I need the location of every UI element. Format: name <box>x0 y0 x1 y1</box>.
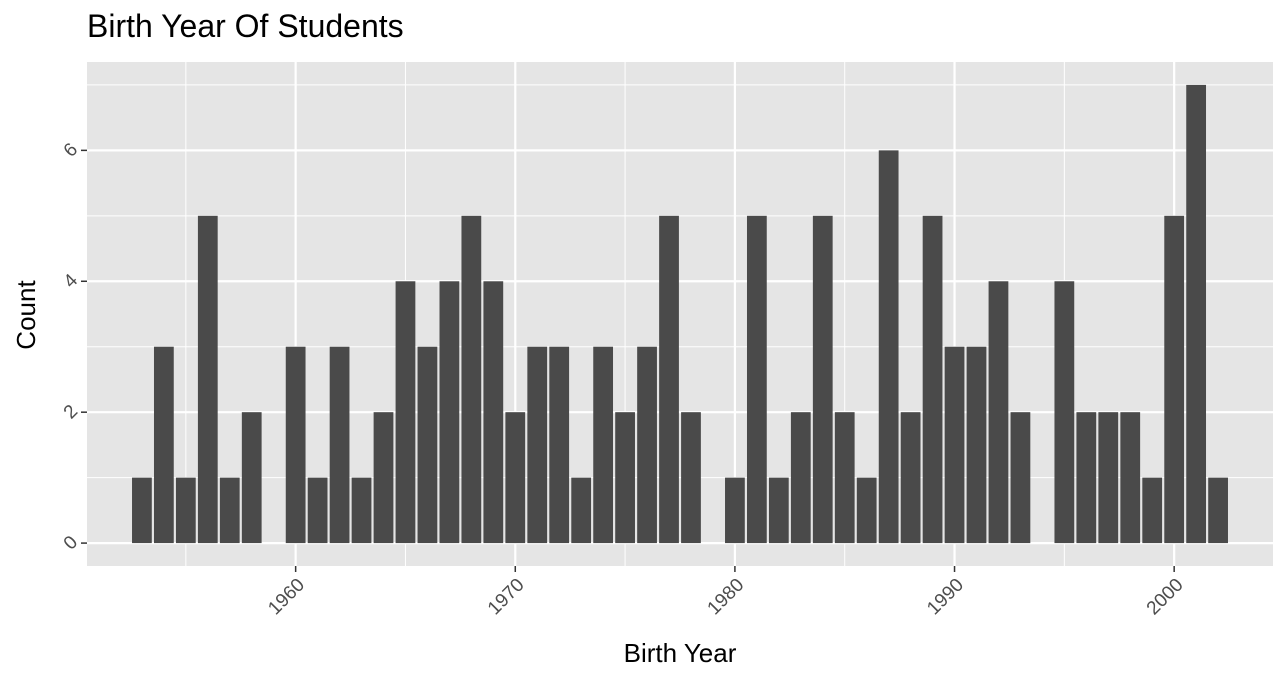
chart-title: Birth Year Of Students <box>87 8 404 44</box>
bar <box>725 477 745 544</box>
bar <box>329 346 350 544</box>
major-gridlines <box>87 62 1273 566</box>
bar <box>241 412 262 544</box>
y-tick-label: 2 <box>60 401 82 423</box>
bar <box>922 215 943 544</box>
bar <box>373 412 394 544</box>
bar <box>1076 412 1097 544</box>
bar <box>988 281 1009 544</box>
bar <box>219 477 240 544</box>
bar <box>834 412 855 544</box>
x-tick-label: 1970 <box>484 575 529 620</box>
bar <box>285 346 306 544</box>
bar <box>153 346 174 544</box>
bar <box>505 412 526 544</box>
x-tick-label: 1980 <box>704 575 749 620</box>
bar <box>790 412 811 544</box>
bar <box>1098 412 1119 544</box>
y-tick-label: 4 <box>60 270 83 293</box>
x-axis: 1960 1970 1980 1990 2000 <box>264 566 1188 620</box>
bar <box>856 477 877 544</box>
bar <box>461 215 482 544</box>
x-axis-title: Birth Year <box>624 638 737 668</box>
bar <box>615 412 635 544</box>
bar <box>681 412 701 544</box>
bar <box>746 215 767 544</box>
bar <box>439 281 460 544</box>
y-tick-label: 0 <box>60 532 82 554</box>
bar <box>132 477 152 544</box>
bar <box>395 281 416 544</box>
bar <box>175 477 196 544</box>
bar <box>966 346 987 544</box>
bar <box>593 346 614 544</box>
bar <box>768 477 789 544</box>
bar <box>944 346 965 544</box>
bar <box>1054 281 1075 544</box>
bar <box>197 215 218 544</box>
x-tick-label: 1990 <box>923 575 968 620</box>
bar <box>878 150 899 544</box>
minor-gridlines <box>87 62 1273 566</box>
y-axis: 0 2 4 6 <box>60 139 87 554</box>
bar <box>527 346 548 544</box>
bar <box>351 477 372 544</box>
bar <box>1208 477 1228 544</box>
plot-panel <box>87 62 1273 566</box>
x-tick-label: 1960 <box>264 575 309 620</box>
bars <box>132 84 1228 544</box>
bar <box>812 215 833 544</box>
bar <box>659 215 679 544</box>
bar <box>549 346 570 544</box>
bar <box>307 477 328 544</box>
bar <box>1120 412 1141 544</box>
bar <box>637 346 657 544</box>
y-tick-label: 6 <box>60 139 82 161</box>
bar <box>900 412 921 544</box>
bar <box>1010 412 1031 544</box>
bar <box>483 281 504 544</box>
bar <box>1164 215 1185 544</box>
y-axis-title: Count <box>11 280 41 350</box>
bar <box>1186 84 1207 544</box>
bar <box>1142 477 1163 544</box>
bar <box>571 477 592 544</box>
bar <box>417 346 438 544</box>
x-tick-label: 2000 <box>1143 575 1188 620</box>
